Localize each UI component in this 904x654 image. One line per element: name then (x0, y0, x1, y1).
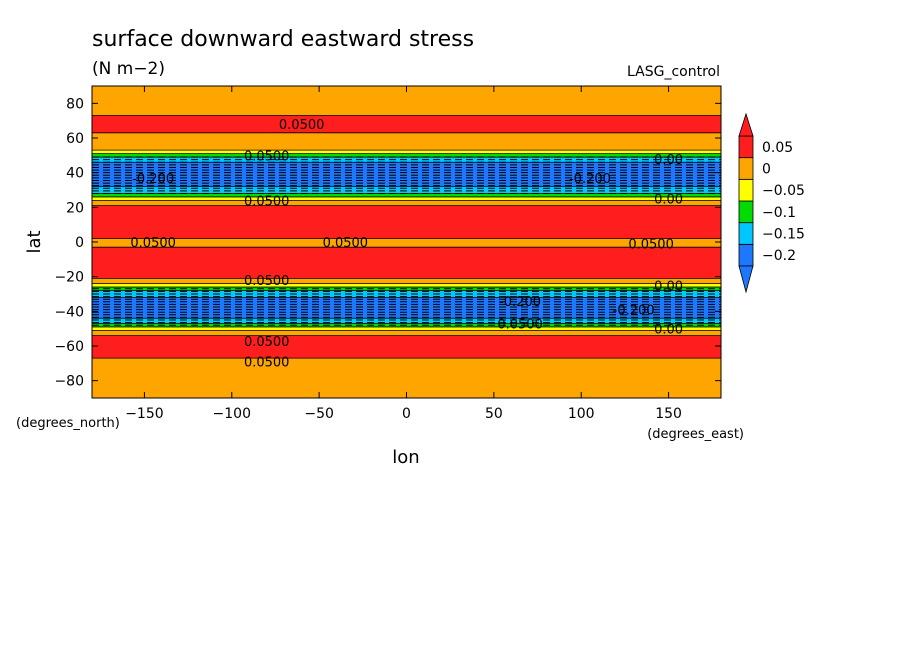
contour-label-14: 0.0500 (497, 317, 543, 332)
y-tick-label-6: 40 (66, 166, 84, 182)
contour-label-0: 0.0500 (279, 118, 325, 133)
band-8 (92, 193, 721, 197)
colorbar-label-2: −0.1 (762, 205, 796, 221)
y-axis-label: lat (24, 230, 45, 253)
band-22 (92, 330, 721, 336)
contour-label-6: 0.00 (654, 193, 683, 208)
dataset-label: LASG_control (627, 64, 720, 80)
band-18 (92, 297, 721, 319)
chart-title: surface downward eastward stress (92, 27, 474, 52)
band-19 (92, 318, 721, 324)
negative-contours (92, 156, 721, 326)
contour-labels: 0.0500 0.0500 0.00 -0.200 -0.200 0.0500 0.00 0.… (130, 118, 683, 370)
colorbar-label-1: −0.15 (762, 227, 805, 243)
band-3 (92, 150, 721, 154)
contour-label-3: -0.200 (132, 172, 174, 187)
y-tick-label-0: −80 (54, 374, 84, 390)
colorbar-extend-bottom (738, 265, 754, 294)
colorbar-cell-5 (738, 135, 754, 159)
x-tick-label-5: 100 (568, 406, 595, 422)
band-24 (92, 358, 721, 398)
band-10 (92, 200, 721, 206)
colorbar-label-5: 0.05 (762, 140, 793, 156)
band-21 (92, 326, 721, 331)
y-axis-unit: (degrees_north) (16, 416, 120, 431)
filled-bands (92, 86, 721, 398)
x-axis-label: lon (392, 447, 419, 468)
band-2 (92, 132, 721, 151)
colorbar-label-3: −0.05 (762, 183, 805, 199)
band-15 (92, 283, 721, 288)
contour-label-9: 0.0500 (628, 238, 674, 253)
contour-label-13: -0.200 (613, 304, 655, 319)
band-9 (92, 196, 721, 201)
y-tick-label-5: 20 (66, 200, 84, 216)
colorbar-cell-2 (738, 200, 754, 224)
colorbar-cell-4 (738, 157, 754, 180)
chart-units: (N m−2) (92, 59, 165, 79)
x-tick-label-3: 0 (402, 406, 411, 422)
band-4 (92, 153, 721, 158)
x-axis-unit: (degrees_east) (647, 427, 744, 442)
contour-label-11: 0.00 (654, 279, 683, 294)
colorbar-label-0: −0.2 (762, 248, 796, 264)
contour-label-12: -0.200 (499, 295, 541, 310)
colorbar: −0.2 −0.15 −0.1 −0.05 0 0.05 (738, 112, 805, 294)
contour-label-10: 0.0500 (244, 274, 290, 289)
band-11 (92, 205, 721, 239)
plot-area: 0.0500 0.0500 0.00 -0.200 -0.200 0.0500 0.00 0.… (92, 86, 721, 398)
y-tick-label-3: −20 (54, 270, 84, 286)
contour-label-1: 0.0500 (244, 149, 290, 164)
x-tick-label-1: −100 (213, 406, 251, 422)
y-tick-label-4: 0 (75, 235, 84, 251)
contour-label-16: 0.0500 (244, 335, 290, 350)
band-23 (92, 335, 721, 359)
band-1 (92, 115, 721, 133)
x-axis-ticks: −150 −100 −50 0 50 100 150 (125, 86, 682, 422)
colorbar-cell-1 (738, 222, 754, 245)
colorbar-cell-0 (738, 243, 754, 267)
contour-label-8: 0.0500 (323, 236, 369, 251)
contour-label-5: 0.0500 (244, 194, 290, 209)
y-axis-ticks: −80 −60 −40 −20 0 20 40 60 80 (54, 96, 721, 390)
contour-label-17: 0.0500 (244, 356, 290, 371)
contour-label-7: 0.0500 (130, 236, 176, 251)
x-tick-label-4: 50 (485, 406, 503, 422)
y-tick-label-7: 60 (66, 131, 84, 147)
contour-label-2: 0.00 (654, 153, 683, 168)
colorbar-label-4: 0 (762, 162, 771, 178)
band-6 (92, 162, 721, 187)
x-tick-label-0: −150 (125, 406, 163, 422)
colorbar-extend-top (738, 112, 754, 137)
x-tick-label-6: 150 (655, 406, 682, 422)
contour-label-15: 0.00 (654, 323, 683, 338)
band-14 (92, 278, 721, 284)
y-tick-label-2: −40 (54, 304, 84, 320)
band-12 (92, 238, 721, 248)
colorbar-cell-3 (738, 178, 754, 202)
y-tick-label-8: 80 (66, 96, 84, 112)
contour-label-4: -0.200 (569, 172, 611, 187)
x-tick-label-2: −50 (304, 406, 334, 422)
band-7 (92, 186, 721, 194)
y-tick-label-1: −60 (54, 339, 84, 355)
band-13 (92, 247, 721, 279)
